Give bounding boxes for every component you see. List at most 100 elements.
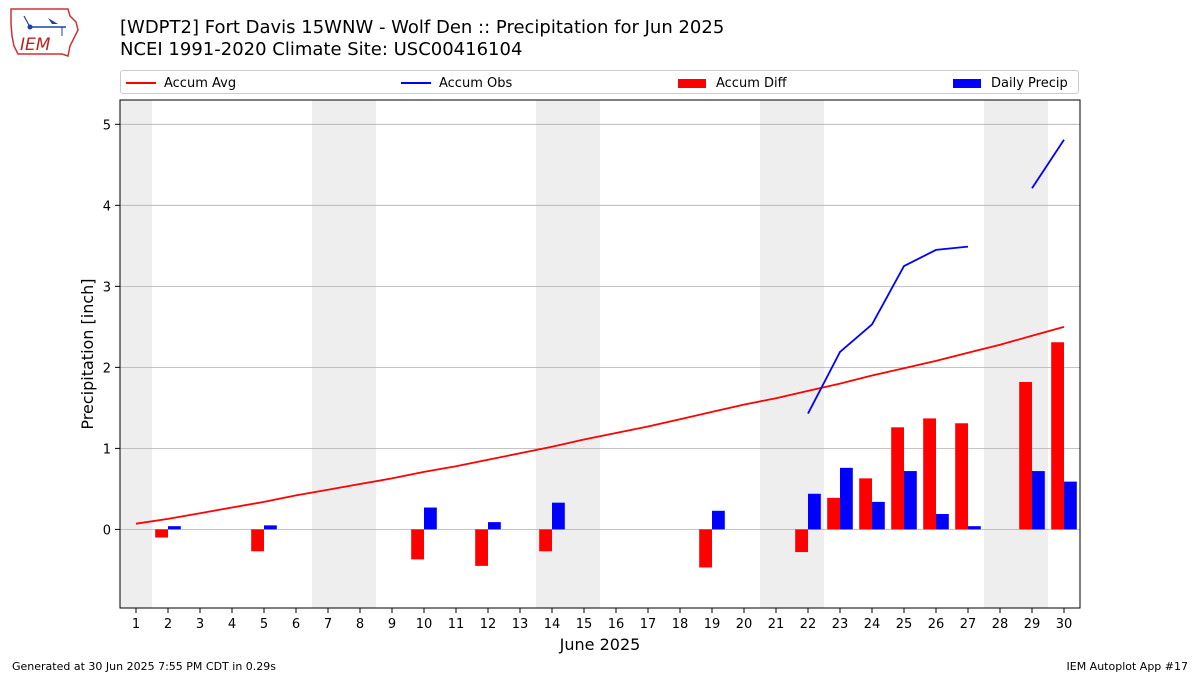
accum-diff-bars: [155, 342, 1064, 568]
x-tick-label-20: 20: [736, 617, 753, 632]
x-tick-label-24: 24: [864, 617, 881, 632]
x-axis-label: June 2025: [559, 635, 641, 654]
legend-label-accum-obs: Accum Obs: [439, 75, 513, 91]
logo-text: IEM: [20, 35, 51, 55]
x-tick-label-7: 7: [324, 617, 332, 632]
legend-label-accum-diff: Accum Diff: [716, 75, 787, 91]
x-tick-label-27: 27: [960, 617, 977, 632]
accum-diff-bar-27: [955, 423, 968, 530]
accum-diff-bar-29: [1019, 381, 1032, 530]
weekend-band-15: [568, 100, 600, 608]
legend-label-accum-avg: Accum Avg: [164, 75, 237, 91]
legend-swatch-accum-diff: [678, 78, 706, 88]
x-tick-label-10: 10: [416, 617, 433, 632]
x-tick-label-30: 30: [1056, 617, 1073, 632]
x-tick-label-26: 26: [928, 617, 945, 632]
daily-precip-bar-12: [488, 522, 501, 530]
accum-diff-bar-14: [539, 529, 552, 552]
legend-item-accum-obs: Accum Obs: [401, 74, 512, 92]
daily-precip-bar-27: [968, 526, 981, 530]
accum-diff-bar-24: [859, 478, 872, 530]
daily-precip-bar-19: [712, 510, 725, 530]
x-tick-label-23: 23: [832, 617, 849, 632]
plot-frame: [119, 99, 1081, 609]
y-tick-label-0: 0: [103, 523, 111, 538]
daily-precip-bars: [168, 467, 1077, 530]
x-tick-label-2: 2: [164, 617, 172, 632]
x-tick-label-18: 18: [672, 617, 689, 632]
daily-precip-bar-29: [1032, 471, 1045, 530]
legend-label-daily-precip: Daily Precip: [991, 75, 1068, 91]
iowa-outline: [10, 8, 79, 57]
accum-obs-line: [807, 139, 1065, 415]
y-tick-label-5: 5: [103, 118, 111, 133]
accum-diff-bar-30: [1051, 342, 1064, 530]
daily-precip-bar-5: [264, 525, 277, 530]
y-tick-label-3: 3: [103, 280, 111, 295]
accum-obs-line-segment-0: [807, 245, 969, 415]
weekend-band-29: [1016, 100, 1048, 608]
accum-diff-bar-12: [475, 529, 488, 566]
grid-lines: [120, 123, 1080, 530]
legend-item-accum-diff: Accum Diff: [678, 74, 787, 92]
legend-swatch-accum-obs: [401, 82, 431, 84]
legend-item-accum-avg: Accum Avg: [126, 74, 236, 92]
weekend-band-7: [312, 100, 344, 608]
accum-diff-bar-23: [827, 497, 840, 530]
daily-precip-bar-10: [424, 507, 437, 530]
weekend-band-21: [760, 100, 792, 608]
accum-diff-bar-2: [155, 529, 168, 538]
x-tick-label-21: 21: [768, 617, 785, 632]
accum-obs-line-segment-1: [1031, 139, 1065, 189]
x-tick-label-8: 8: [356, 617, 364, 632]
x-tick-label-16: 16: [608, 617, 625, 632]
x-tick-label-5: 5: [260, 617, 268, 632]
y-tick-label-4: 4: [103, 199, 111, 214]
daily-precip-bar-23: [840, 467, 853, 530]
daily-precip-bar-22: [808, 493, 821, 530]
chart-title: [WDPT2] Fort Davis 15WNW - Wolf Den :: P…: [120, 17, 725, 38]
accum-diff-bar-26: [923, 418, 936, 530]
x-tick-label-28: 28: [992, 617, 1009, 632]
x-tick-label-25: 25: [896, 617, 913, 632]
daily-precip-bar-24: [872, 501, 885, 530]
accum-diff-bar-25: [891, 427, 904, 530]
daily-precip-bar-2: [168, 526, 181, 530]
x-tick-label-1: 1: [132, 617, 140, 632]
daily-precip-bar-14: [552, 502, 565, 530]
accum-diff-bar-10: [411, 529, 424, 560]
accum-avg-line-segment-0: [135, 326, 1065, 525]
x-tick-label-22: 22: [800, 617, 817, 632]
x-tick-label-17: 17: [640, 617, 657, 632]
x-axis: 1 2 3 4 5 6 7 8 9 10 11 12 13 14 15 16 17 18 19 20 21 22 23 24 2…: [132, 608, 1072, 632]
daily-precip-bar-30: [1064, 481, 1077, 530]
x-tick-label-9: 9: [388, 617, 396, 632]
chart-legend: Accum Avg Accum Obs Accum Diff Daily Pre…: [120, 70, 1079, 94]
accum-diff-bar-19: [699, 529, 712, 568]
x-tick-label-6: 6: [292, 617, 300, 632]
accum-diff-bar-22: [795, 529, 808, 553]
x-tick-label-15: 15: [576, 617, 593, 632]
x-tick-label-14: 14: [544, 617, 561, 632]
x-tick-label-4: 4: [228, 617, 236, 632]
x-tick-label-13: 13: [512, 617, 529, 632]
x-tick-label-19: 19: [704, 617, 721, 632]
accum-avg-line: [135, 326, 1065, 525]
x-tick-label-11: 11: [448, 617, 465, 632]
daily-precip-bar-26: [936, 514, 949, 530]
y-axis: 0 1 2 3 4 5: [103, 118, 120, 538]
y-tick-label-2: 2: [103, 361, 111, 376]
chart-subtitle: NCEI 1991-2020 Climate Site: USC00416104: [120, 39, 523, 60]
legend-swatch-accum-avg: [126, 82, 156, 84]
accum-diff-bar-5: [251, 529, 264, 552]
daily-precip-bar-25: [904, 471, 917, 530]
footer-app: IEM Autoplot App #17: [1066, 660, 1189, 673]
x-tick-label-3: 3: [196, 617, 204, 632]
iem-logo: IEM: [10, 8, 79, 57]
legend-item-daily-precip: Daily Precip: [953, 74, 1068, 92]
footer-generated: Generated at 30 Jun 2025 7:55 PM CDT in …: [12, 660, 277, 673]
weekend-band-8: [344, 100, 376, 608]
legend-swatch-daily-precip: [953, 78, 981, 88]
y-tick-label-1: 1: [103, 442, 111, 457]
